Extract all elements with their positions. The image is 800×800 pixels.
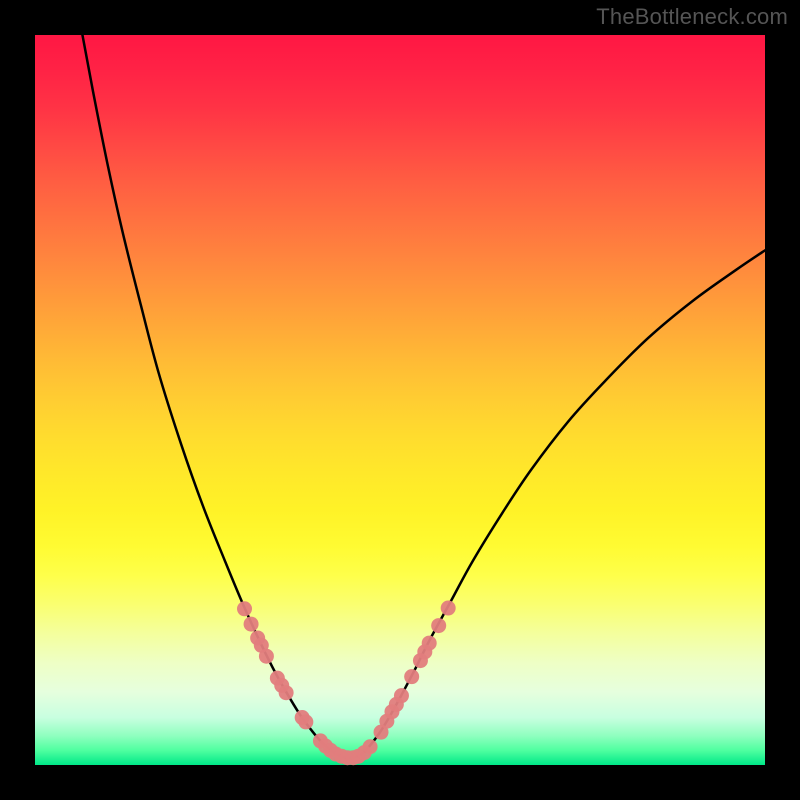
gradient-background — [35, 35, 765, 765]
data-marker — [404, 669, 419, 684]
data-marker — [244, 617, 259, 632]
data-marker — [259, 649, 274, 664]
data-marker — [279, 685, 294, 700]
data-marker — [394, 688, 409, 703]
plot-area — [35, 35, 765, 765]
watermark-text: TheBottleneck.com — [596, 4, 788, 30]
data-marker — [431, 618, 446, 633]
data-marker — [422, 636, 437, 651]
data-marker — [441, 601, 456, 616]
data-marker — [237, 601, 252, 616]
data-marker — [363, 739, 378, 754]
data-marker — [298, 714, 313, 729]
chart-frame: TheBottleneck.com — [0, 0, 800, 800]
chart-svg — [0, 0, 800, 800]
